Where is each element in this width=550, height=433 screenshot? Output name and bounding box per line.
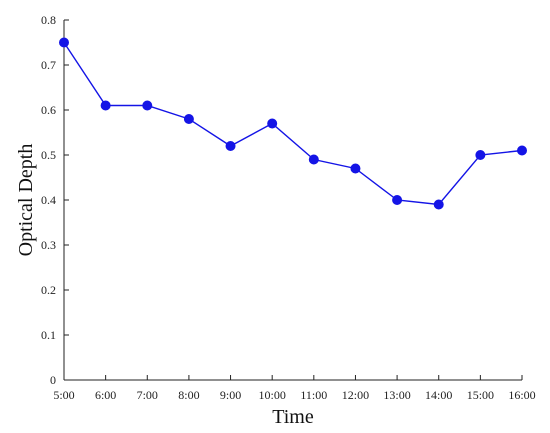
x-ticks: 5:00 6:00 7:00 8:00 9:00 10:00 11:00 12:00 13:00…: [53, 375, 536, 402]
y-tick-label: 0.5: [41, 148, 56, 162]
data-point: [225, 141, 236, 151]
x-tick-label: 15:00: [467, 388, 494, 402]
x-tick-label: 8:00: [178, 388, 199, 402]
data-point: [100, 100, 111, 111]
data-point: [308, 154, 319, 165]
x-tick-label: 9:00: [220, 388, 241, 402]
data-point: [392, 195, 403, 205]
data-point: [517, 145, 527, 156]
y-tick-label: 0.8: [41, 13, 56, 27]
series-line: [63, 42, 523, 206]
data-point: [350, 163, 361, 174]
x-tick-label: 10:00: [259, 388, 286, 402]
y-tick-label: 0: [50, 373, 56, 387]
x-axis-title: Time: [272, 406, 314, 428]
y-axis-title: Optical Depth: [15, 144, 37, 257]
x-tick-label: 16:00: [508, 388, 535, 402]
data-point: [183, 114, 194, 124]
y-ticks: 0 0.1 0.2 0.3 0.4 0.5 0.6 0.7 0.8: [41, 13, 69, 387]
data-point: [59, 37, 69, 48]
data-point: [433, 199, 444, 210]
data-point: [267, 118, 278, 129]
x-tick-label: 7:00: [137, 388, 158, 402]
y-tick-label: 0.2: [41, 283, 56, 297]
y-tick-label: 0.1: [41, 328, 56, 342]
data-point: [142, 100, 153, 111]
x-tick-label: 5:00: [53, 388, 74, 402]
x-tick-label: 13:00: [383, 388, 410, 402]
y-tick-label: 0.4: [41, 193, 56, 207]
x-tick-label: 6:00: [95, 388, 116, 402]
y-tick-label: 0.6: [41, 103, 56, 117]
y-tick-label: 0.3: [41, 238, 56, 252]
y-tick-label: 0.7: [41, 58, 56, 72]
data-point: [475, 150, 486, 160]
x-tick-label: 14:00: [425, 388, 452, 402]
series: [59, 37, 527, 210]
x-tick-label: 11:00: [300, 388, 327, 402]
plot-area: [63, 20, 522, 381]
x-tick-label: 12:00: [342, 388, 369, 402]
